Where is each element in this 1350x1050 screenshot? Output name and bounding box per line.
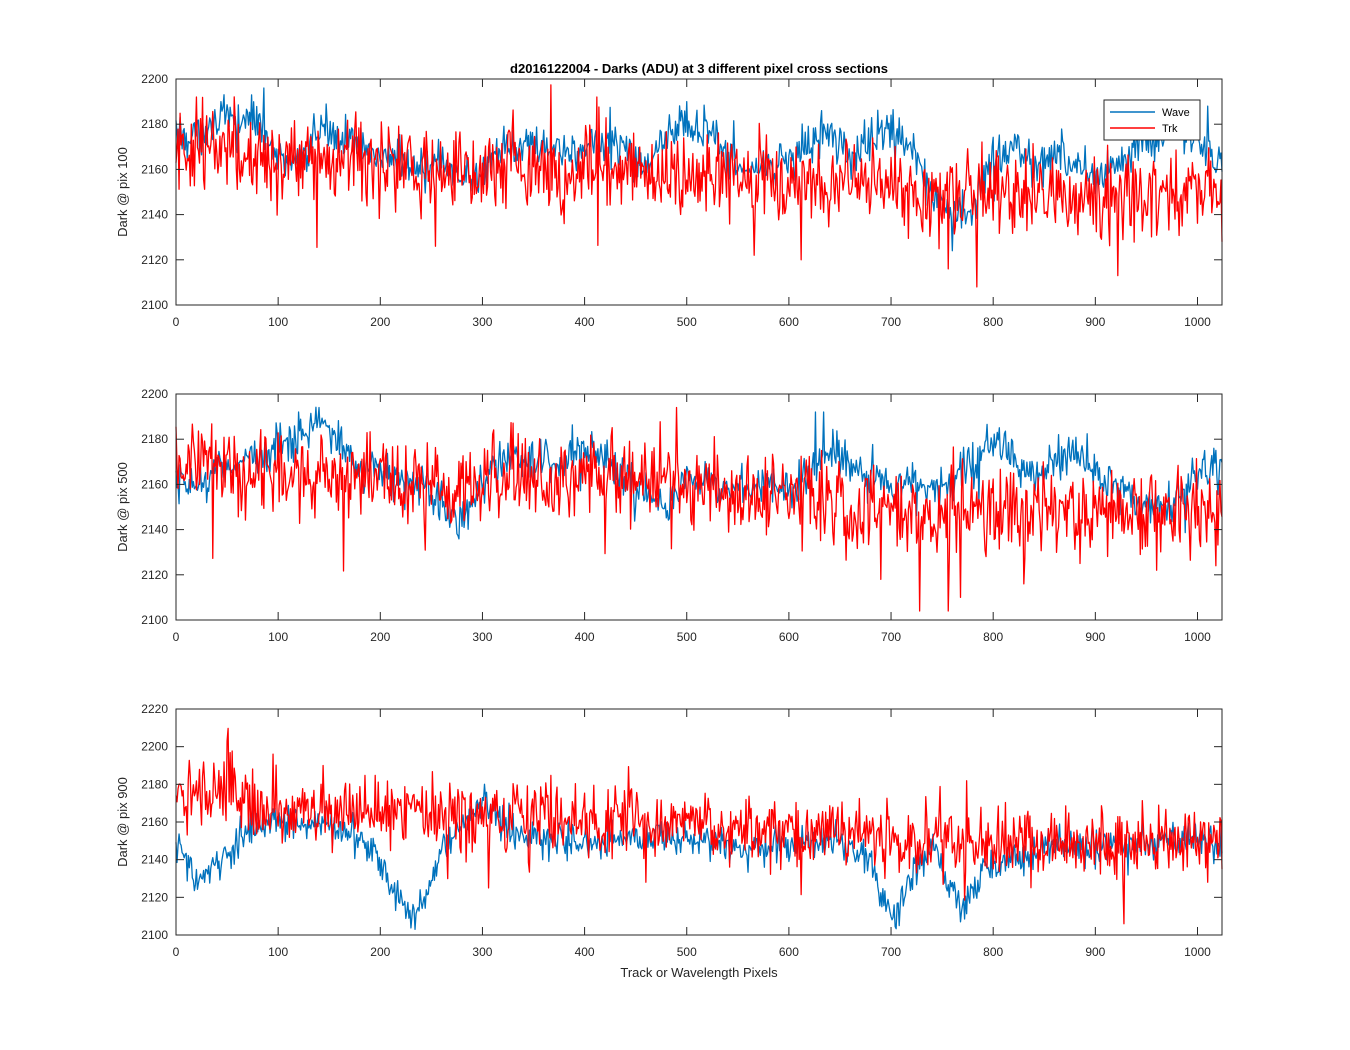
y-tick-label: 2140 — [141, 853, 168, 867]
plots-container: 0 100 200 300 400 500 600 700 800 900 100021002120… — [115, 72, 1223, 980]
x-tick-label: 300 — [472, 945, 492, 959]
legend-box — [1103, 99, 1201, 141]
x-tick-label: 200 — [370, 630, 390, 644]
x-tick-label: 200 — [370, 315, 390, 329]
y-tick-label: 2180 — [141, 117, 168, 131]
x-tick-label: 0 — [173, 945, 180, 959]
y-tick-label: 2160 — [141, 162, 168, 176]
y-tick-label: 2100 — [141, 298, 168, 312]
series-line-wave — [175, 87, 1223, 252]
x-tick-label: 0 — [173, 315, 180, 329]
x-tick-label: 1000 — [1184, 945, 1211, 959]
x-tick-label: 400 — [575, 630, 595, 644]
x-tick-label: 500 — [677, 945, 697, 959]
x-tick-label: 0 — [173, 630, 180, 644]
x-tick-label: 800 — [983, 315, 1003, 329]
subplot-2: 0 100 200 300 400 500 600 700 800 900 1000 2100 2120… — [115, 387, 1223, 644]
series-line-trk — [175, 406, 1223, 612]
x-tick-label: 800 — [983, 945, 1003, 959]
x-tick-label: 900 — [1085, 630, 1105, 644]
y-tick-label: 2120 — [141, 890, 168, 904]
y-tick-label: 2200 — [141, 72, 168, 86]
legend: Wave Trk — [1103, 99, 1201, 141]
subplot-1: 0 100 200 300 400 500 600 700 800 900 1000 2100 2120… — [115, 72, 1223, 329]
x-tick-label: 500 — [677, 315, 697, 329]
axes-box — [175, 393, 1223, 621]
x-tick-label: 600 — [779, 630, 799, 644]
x-tick-label: 900 — [1085, 945, 1105, 959]
y-axis-label: Dark @ pix 900 — [115, 777, 130, 867]
x-tick-label: 600 — [779, 945, 799, 959]
x-tick-label: 700 — [881, 945, 901, 959]
x-tick-label: 1000 — [1184, 630, 1211, 644]
legend-wave-label: Wave — [1162, 107, 1190, 119]
y-tick-label: 2120 — [141, 253, 168, 267]
x-axis-label: Track or Wavelength Pixels — [620, 965, 778, 980]
x-tick-label: 600 — [779, 315, 799, 329]
y-axis-label: Dark @ pix 500 — [115, 462, 130, 552]
y-tick-label: 2160 — [141, 477, 168, 491]
x-tick-label: 100 — [268, 315, 288, 329]
x-tick-label: 900 — [1085, 315, 1105, 329]
y-tick-label: 2180 — [141, 777, 168, 791]
y-axis-label: Dark @ pix 100 — [115, 147, 130, 237]
x-tick-label: 400 — [575, 315, 595, 329]
subplot-3: 0 100 200 300 400 500 600 700 800 900 1000 2100 2120… — [115, 702, 1223, 980]
x-tick-label: 500 — [677, 630, 697, 644]
y-tick-label: 2140 — [141, 523, 168, 537]
x-tick-label: 200 — [370, 945, 390, 959]
x-tick-label: 100 — [268, 630, 288, 644]
y-tick-label: 2160 — [141, 815, 168, 829]
figure-title: d2016122004 - Darks (ADU) at 3 different… — [510, 61, 888, 76]
y-tick-label: 2220 — [141, 702, 168, 716]
x-tick-label: 300 — [472, 630, 492, 644]
x-tick-label: 700 — [881, 630, 901, 644]
x-tick-label: 1000 — [1184, 315, 1211, 329]
axes-box — [175, 78, 1223, 306]
y-tick-label: 2140 — [141, 208, 168, 222]
y-tick-label: 2100 — [141, 928, 168, 942]
legend-trk-label: Trk — [1162, 123, 1178, 135]
plot-area — [176, 79, 1222, 305]
y-tick-label: 2200 — [141, 740, 168, 754]
y-tick-label: 2100 — [141, 613, 168, 627]
x-tick-label: 400 — [575, 945, 595, 959]
y-tick-label: 2120 — [141, 568, 168, 582]
x-tick-label: 300 — [472, 315, 492, 329]
x-tick-label: 100 — [268, 945, 288, 959]
x-tick-label: 700 — [881, 315, 901, 329]
y-tick-label: 2180 — [141, 432, 168, 446]
y-tick-label: 2200 — [141, 387, 168, 401]
series-line-trk — [175, 84, 1223, 288]
plot-area — [176, 394, 1222, 620]
x-tick-label: 800 — [983, 630, 1003, 644]
series-line-trk — [175, 727, 1223, 925]
